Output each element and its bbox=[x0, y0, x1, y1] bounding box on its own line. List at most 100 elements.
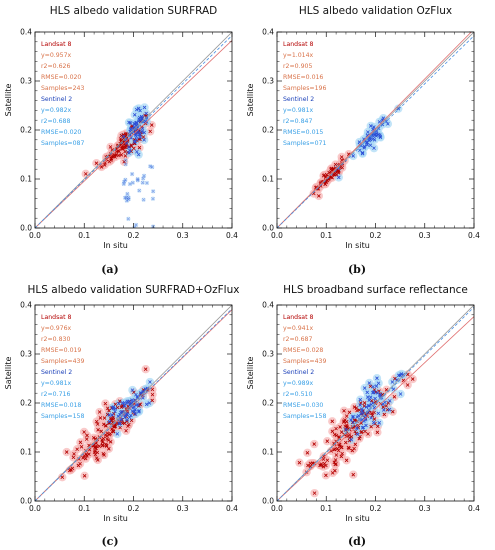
scatter-halo bbox=[141, 173, 147, 178]
scatter-point bbox=[130, 398, 134, 402]
y-tick-label: 0.1 bbox=[262, 448, 274, 457]
fit-line bbox=[277, 35, 474, 228]
scatter-point bbox=[120, 404, 124, 409]
scatter-point bbox=[126, 195, 131, 200]
scatter-point bbox=[116, 144, 120, 149]
scatter-halo bbox=[127, 181, 133, 187]
stats-value: RMSE=0.016 bbox=[283, 74, 323, 81]
scatter-point bbox=[360, 151, 365, 155]
scatter-point bbox=[124, 145, 128, 150]
scatter-point bbox=[329, 166, 334, 171]
stats-series-name: Landsat 8 bbox=[41, 41, 71, 48]
scatter-point bbox=[390, 409, 395, 414]
scatter-point bbox=[325, 439, 330, 443]
stats-value: Samples=439 bbox=[41, 358, 84, 365]
scatter-point bbox=[332, 460, 337, 465]
scatter-point bbox=[148, 129, 152, 134]
scatter-point bbox=[360, 407, 364, 411]
scatter-point bbox=[125, 192, 130, 196]
scatter-point bbox=[387, 407, 392, 412]
scatter-point bbox=[371, 420, 376, 425]
panel-letter: (b) bbox=[348, 263, 366, 276]
scatter-point bbox=[370, 413, 375, 418]
y-tick-label: 0.4 bbox=[262, 301, 274, 310]
scatter-point bbox=[150, 398, 154, 403]
scatter-point bbox=[133, 412, 138, 416]
scatter-halo bbox=[129, 171, 135, 177]
scatter-point bbox=[125, 401, 129, 405]
scatter-point bbox=[124, 407, 128, 412]
scatter-point bbox=[134, 223, 138, 227]
scatter-point bbox=[381, 405, 385, 409]
panel-title: HLS broadband surface reflectance bbox=[283, 284, 468, 296]
scatter-point bbox=[126, 424, 130, 428]
scatter-point bbox=[148, 380, 152, 384]
scatter-point bbox=[76, 463, 81, 468]
scatter-point bbox=[341, 420, 346, 424]
scatter-point bbox=[121, 182, 126, 186]
scatter-point bbox=[127, 145, 131, 150]
scatter-point bbox=[347, 446, 351, 451]
scatter-point bbox=[363, 429, 367, 434]
stats-series-name: Landsat 8 bbox=[41, 314, 71, 321]
scatter-point bbox=[129, 144, 133, 148]
plot-area bbox=[35, 32, 232, 228]
scatter-point bbox=[393, 376, 397, 381]
scatter-point bbox=[354, 406, 359, 410]
scatter-point bbox=[103, 401, 108, 406]
scatter-point bbox=[335, 446, 340, 451]
y-axis-label: Satellite bbox=[246, 84, 255, 117]
scatter-point bbox=[342, 419, 346, 423]
x-tick-label: 0.2 bbox=[370, 504, 382, 513]
scatter-point bbox=[143, 367, 148, 371]
scatter-point bbox=[337, 443, 342, 447]
scatter-point bbox=[125, 412, 130, 417]
scatter-point bbox=[398, 392, 403, 396]
panel-letter: (d) bbox=[348, 535, 366, 548]
scatter-point bbox=[365, 390, 370, 395]
x-tick-label: 0.3 bbox=[419, 231, 431, 240]
scatter-point bbox=[333, 458, 338, 462]
scatter-point bbox=[401, 372, 406, 377]
scatter-point bbox=[134, 121, 138, 125]
scatter-point bbox=[113, 402, 118, 407]
scatter-point bbox=[130, 409, 135, 413]
x-tick-label: 0.4 bbox=[226, 504, 238, 513]
scatter-point bbox=[128, 121, 133, 125]
scatter-point bbox=[343, 440, 348, 445]
stats-value: y=0.981x bbox=[41, 380, 72, 387]
scatter-halo bbox=[133, 222, 139, 228]
scatter-point bbox=[107, 447, 111, 451]
stats-value: r2=0.510 bbox=[283, 391, 312, 398]
scatter-point bbox=[351, 414, 355, 419]
scatter-point bbox=[376, 411, 381, 416]
scatter-point bbox=[140, 180, 145, 185]
scatter-point bbox=[120, 146, 125, 151]
scatter-point bbox=[305, 451, 310, 455]
scatter-point bbox=[334, 433, 339, 438]
scatter-point bbox=[71, 455, 76, 460]
scatter-point bbox=[144, 402, 149, 407]
scatter-point bbox=[357, 436, 362, 441]
scatter-point bbox=[133, 398, 137, 403]
y-tick-label: 0.2 bbox=[262, 399, 274, 408]
scatter-point bbox=[138, 133, 142, 137]
scatter-point bbox=[123, 195, 127, 200]
fit-line bbox=[277, 316, 474, 501]
scatter-point bbox=[136, 410, 141, 414]
x-tick-label: 0.4 bbox=[468, 504, 480, 513]
scatter-point bbox=[362, 401, 367, 405]
stats-value: RMSE=0.018 bbox=[41, 402, 81, 409]
y-tick-label: 0.4 bbox=[262, 28, 274, 37]
panel-a: HLS albedo validation SURFRAD 0.00.0 0.1 0.… bbox=[4, 5, 238, 276]
scatter-point bbox=[119, 409, 124, 414]
scatter-point bbox=[359, 430, 363, 435]
stats-value: r2=0.687 bbox=[283, 336, 312, 343]
stats-series-name: Sentinel 2 bbox=[283, 96, 314, 103]
scatter-point bbox=[60, 475, 65, 479]
scatter-point bbox=[112, 154, 117, 158]
scatter-point bbox=[367, 398, 371, 402]
scatter-point bbox=[371, 390, 376, 395]
stats-value: RMSE=0.019 bbox=[41, 347, 81, 354]
scatter-point bbox=[102, 416, 107, 420]
